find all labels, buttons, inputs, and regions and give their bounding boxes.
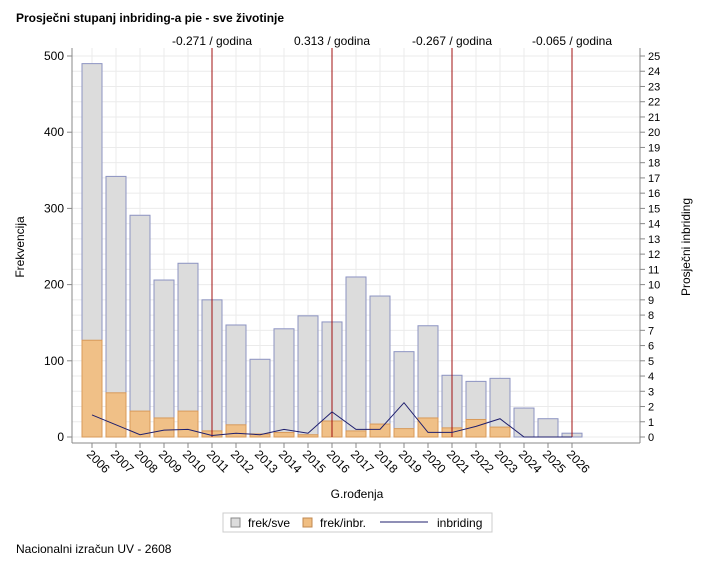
y2-tick-label: 18 [648, 158, 660, 170]
x-tick-label-2013: 2013 [252, 447, 281, 476]
y2-tick-label: 15 [648, 203, 660, 215]
reference-label-2016: 0.313 / godina [294, 34, 370, 48]
bar-freksve-2025 [537, 418, 559, 438]
y2-tick-label: 4 [648, 371, 654, 383]
reference-label-2011: -0.271 / godina [172, 34, 252, 48]
y2-tick-label: 3 [648, 386, 654, 398]
x-tick-label-2008: 2008 [132, 447, 161, 476]
bar-freksve-2012 [225, 324, 247, 438]
x-tick-label-2017: 2017 [348, 447, 377, 476]
bar-freksve-2019 [393, 351, 415, 438]
x-tick-label-2020: 2020 [420, 447, 449, 476]
y-axis-label: Frekvencija [13, 216, 27, 278]
reference-label-2026: -0.065 / godina [532, 34, 612, 48]
y2-tick-label: 1 [648, 417, 654, 429]
legend-swatch-frek-sve [230, 517, 241, 528]
bar-freksve-2017 [345, 276, 367, 438]
y2-tick-label: 0 [648, 432, 654, 444]
x-tick-label-2015: 2015 [300, 447, 329, 476]
bar-frekinbr-2020 [417, 417, 439, 438]
y-tick-label: 400 [44, 125, 64, 139]
bar-freksve-2008 [129, 214, 151, 438]
x-tick-label-2007: 2007 [108, 447, 137, 476]
y2-tick-label: 25 [648, 51, 660, 63]
x-tick-label-2018: 2018 [372, 447, 401, 476]
bar-frekinbr-2019 [393, 428, 415, 438]
chart-title: Prosječni stupanj inbriding-a pie - sve … [16, 11, 284, 25]
bar-frekinbr-2022 [465, 418, 487, 438]
x-tick-label-2010: 2010 [180, 447, 209, 476]
legend-label-frek-sve: frek/sve [248, 516, 290, 530]
y2-tick-label: 20 [648, 127, 660, 139]
bar-freksve-2014 [273, 328, 295, 438]
legend-label-frek-inbr: frek/inbr. [320, 516, 366, 530]
y2-tick-label: 10 [648, 280, 660, 292]
x-tick-label-2026: 2026 [564, 447, 593, 476]
y2-axis-label: Prosječni inbriding [679, 198, 693, 296]
legend-label-inbriding: inbriding [437, 516, 482, 530]
y2-tick-label: 9 [648, 295, 654, 307]
x-tick-label-2011: 2011 [204, 447, 232, 475]
y2-tick-label: 17 [648, 173, 660, 185]
y-tick-label: 0 [57, 430, 64, 444]
bar-frekinbr-2018 [369, 423, 391, 438]
y2-tick-label: 21 [648, 112, 660, 124]
bar-frekinbr-2008 [129, 410, 151, 438]
bar-frekinbr-2015 [297, 434, 319, 438]
bar-freksve-2024 [513, 407, 535, 438]
y2-tick-label: 14 [648, 219, 660, 231]
y-tick-label: 500 [44, 49, 64, 63]
bar-freksve-2018 [369, 295, 391, 438]
x-tick-label-2019: 2019 [396, 447, 425, 476]
legend-swatch-frek-inbr [302, 517, 313, 528]
bar-freksve-2015 [297, 315, 319, 438]
y2-tick-label: 23 [648, 81, 660, 93]
x-tick-label-2014: 2014 [276, 447, 305, 476]
x-tick-label-2012: 2012 [228, 447, 257, 476]
footnote: Nacionalni izračun UV - 2608 [16, 542, 172, 556]
y2-tick-label: 11 [648, 264, 659, 276]
x-tick-label-2025: 2025 [540, 447, 569, 476]
bar-frekinbr-2017 [345, 430, 367, 438]
y2-tick-label: 2 [648, 402, 654, 414]
bar-frekinbr-2010 [177, 410, 199, 438]
y-tick-label: 200 [44, 278, 64, 292]
x-tick-label-2009: 2009 [156, 447, 185, 476]
y2-tick-label: 5 [648, 356, 654, 368]
bar-frekinbr-2013 [249, 433, 271, 438]
y2-tick-label: 8 [648, 310, 654, 322]
legend: frek/sve frek/inbr. inbriding [222, 512, 493, 533]
x-tick-label-2022: 2022 [468, 447, 497, 476]
x-tick-label-2016: 2016 [324, 447, 353, 476]
y-tick-label: 100 [44, 354, 64, 368]
x-tick-label-2023: 2023 [492, 447, 521, 476]
bar-frekinbr-2007 [105, 392, 127, 438]
y2-tick-label: 24 [648, 66, 660, 78]
y2-tick-label: 13 [648, 234, 660, 246]
x-axis-label: G.rođenja [331, 487, 384, 501]
x-tick-label-2006: 2006 [84, 447, 113, 476]
y-tick-label: 300 [44, 201, 64, 215]
y2-tick-label: 19 [648, 142, 660, 154]
bar-frekinbr-2012 [225, 424, 247, 438]
y2-tick-label: 12 [648, 249, 660, 261]
y2-tick-label: 16 [648, 188, 660, 200]
y2-tick-label: 7 [648, 325, 654, 337]
y2-tick-label: 6 [648, 341, 654, 353]
bar-frekinbr-2023 [489, 426, 511, 438]
reference-label-2021: -0.267 / godina [412, 34, 492, 48]
x-tick-label-2021: 2021 [444, 447, 473, 476]
x-tick-label-2024: 2024 [516, 447, 545, 476]
bar-frekinbr-2014 [273, 431, 295, 438]
bar-frekinbr-2009 [153, 417, 175, 438]
y2-tick-label: 22 [648, 97, 660, 109]
bar-freksve-2009 [153, 279, 175, 438]
bar-freksve-2013 [249, 358, 271, 438]
bar-frekinbr-2006 [81, 339, 103, 438]
